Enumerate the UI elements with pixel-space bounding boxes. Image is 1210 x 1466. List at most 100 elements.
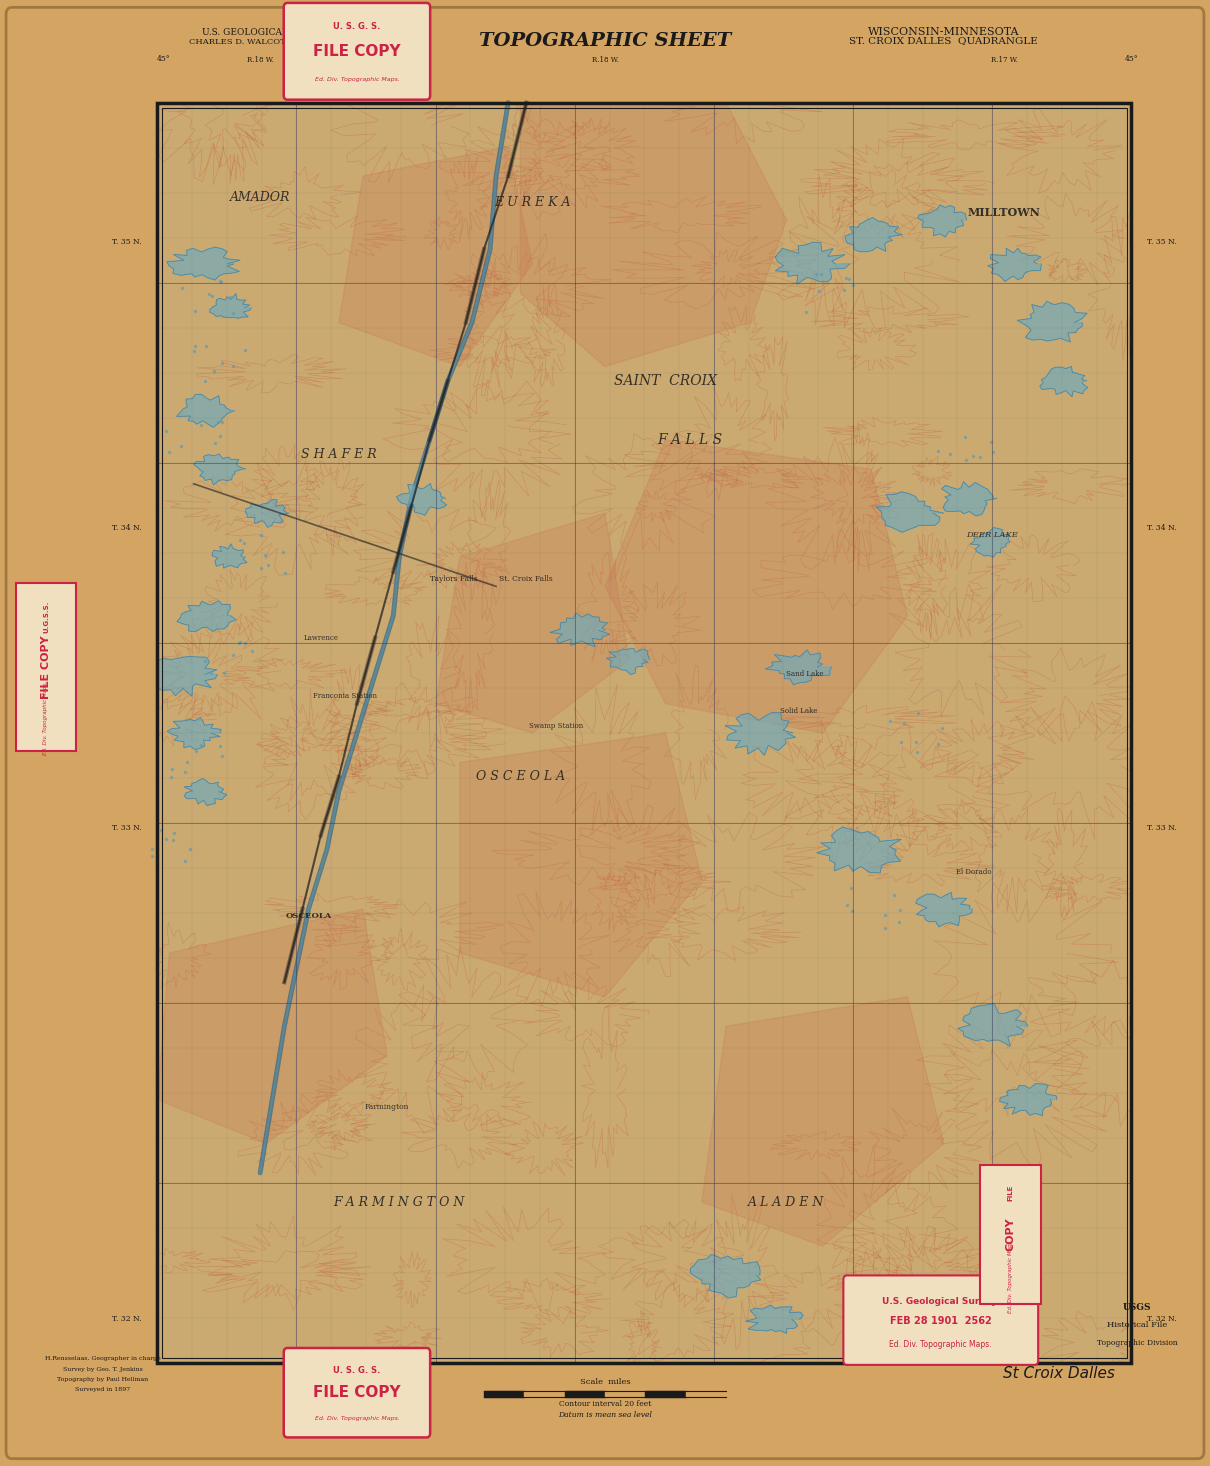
Polygon shape <box>339 147 532 366</box>
Polygon shape <box>551 613 610 647</box>
Text: DEER LAKE: DEER LAKE <box>967 531 1018 539</box>
Text: AMADOR: AMADOR <box>230 192 290 204</box>
Text: MILLTOWN: MILLTOWN <box>968 207 1041 218</box>
Text: USGS: USGS <box>1123 1303 1152 1312</box>
Text: H.Rensselaas, Geographer in charge: H.Rensselaas, Geographer in charge <box>45 1356 161 1362</box>
Text: 45°: 45° <box>1124 54 1139 63</box>
Text: Farmington: Farmington <box>365 1102 409 1111</box>
Text: El Dorado: El Dorado <box>956 868 992 877</box>
Polygon shape <box>246 500 289 528</box>
Polygon shape <box>845 217 903 252</box>
Text: FILE COPY: FILE COPY <box>313 44 401 59</box>
Bar <box>157 103 1131 1363</box>
Text: Topographic Division: Topographic Division <box>1097 1338 1177 1347</box>
Polygon shape <box>1018 302 1087 342</box>
Text: FEB 28 1901  2562: FEB 28 1901 2562 <box>889 1316 992 1325</box>
Text: Solid Lake: Solid Lake <box>780 707 817 715</box>
Text: Topography by Paul Hellman: Topography by Paul Hellman <box>57 1377 149 1382</box>
Text: Surveyed in 1897: Surveyed in 1897 <box>75 1387 131 1393</box>
Text: Ed. Div. Topographic Maps.: Ed. Div. Topographic Maps. <box>1008 1239 1013 1314</box>
Text: U.S. Geological Survey.: U.S. Geological Survey. <box>882 1297 999 1306</box>
Text: T. 33 N.: T. 33 N. <box>113 824 142 833</box>
Text: E U R E K A: E U R E K A <box>494 196 571 208</box>
Polygon shape <box>460 733 702 997</box>
Text: T. 35 N.: T. 35 N. <box>113 237 142 246</box>
Polygon shape <box>177 394 235 427</box>
Polygon shape <box>167 248 240 280</box>
Text: St. Croix Falls: St. Croix Falls <box>500 575 553 583</box>
Text: T. 34 N.: T. 34 N. <box>113 523 142 532</box>
Polygon shape <box>916 893 972 927</box>
Bar <box>162 108 1127 1358</box>
Text: 45°: 45° <box>156 54 171 63</box>
FancyBboxPatch shape <box>843 1275 1038 1365</box>
Text: Ed. Div. Topographic Maps.: Ed. Div. Topographic Maps. <box>889 1340 992 1349</box>
Text: U. S. G. S.: U. S. G. S. <box>333 22 381 31</box>
Text: O S C E O L A: O S C E O L A <box>476 771 565 783</box>
Text: Lawrence: Lawrence <box>304 633 338 642</box>
Text: F A R M I N G T O N: F A R M I N G T O N <box>334 1196 465 1208</box>
Text: Historical File: Historical File <box>1107 1321 1168 1330</box>
Text: U.G.S.S.: U.G.S.S. <box>44 600 48 633</box>
Polygon shape <box>876 491 944 532</box>
Polygon shape <box>605 440 908 733</box>
Text: Contour interval 20 feet: Contour interval 20 feet <box>559 1400 651 1409</box>
Text: Taylors Falls: Taylors Falls <box>430 575 478 583</box>
Text: CHARLES D. WALCOTT, DIRECTOR: CHARLES D. WALCOTT, DIRECTOR <box>189 37 344 45</box>
Polygon shape <box>157 657 218 696</box>
Text: Franconia Station: Franconia Station <box>313 692 376 701</box>
Polygon shape <box>941 482 997 516</box>
Polygon shape <box>817 827 901 872</box>
Text: Survey by Geo. T. Jenkins: Survey by Geo. T. Jenkins <box>63 1366 143 1372</box>
Polygon shape <box>397 484 446 515</box>
Polygon shape <box>918 205 967 237</box>
Text: Datum is mean sea level: Datum is mean sea level <box>558 1410 652 1419</box>
Text: U.S. GEOLOGICAL SURVEY: U.S. GEOLOGICAL SURVEY <box>202 28 330 37</box>
Polygon shape <box>702 997 944 1246</box>
Text: WISCONSIN-MINNESOTA: WISCONSIN-MINNESOTA <box>868 28 1020 37</box>
Polygon shape <box>209 293 252 318</box>
Text: A L A D E N: A L A D E N <box>748 1196 825 1208</box>
Text: FILE COPY: FILE COPY <box>313 1385 401 1400</box>
Text: OSCEOLA: OSCEOLA <box>286 912 332 921</box>
FancyBboxPatch shape <box>6 7 1204 1459</box>
Polygon shape <box>157 909 387 1143</box>
Text: Ed. Div. Topographic Maps.: Ed. Div. Topographic Maps. <box>315 76 399 82</box>
Polygon shape <box>999 1083 1058 1116</box>
Text: Ed. Div. Topographic Maps.: Ed. Div. Topographic Maps. <box>315 1416 399 1421</box>
Text: T. 32 N.: T. 32 N. <box>113 1315 142 1324</box>
Polygon shape <box>852 1277 893 1305</box>
Text: S H A F E R: S H A F E R <box>301 449 376 460</box>
Bar <box>157 103 1131 1363</box>
FancyBboxPatch shape <box>283 1349 431 1437</box>
Text: Sand Lake: Sand Lake <box>786 670 823 679</box>
Bar <box>980 1164 1041 1305</box>
Text: TOPOGRAPHIC SHEET: TOPOGRAPHIC SHEET <box>479 32 731 50</box>
Text: FILE COPY: FILE COPY <box>41 635 51 699</box>
FancyBboxPatch shape <box>283 3 431 100</box>
Text: R.18 W.: R.18 W. <box>592 56 618 65</box>
Polygon shape <box>606 648 650 674</box>
Polygon shape <box>184 778 227 805</box>
Text: Scale  miles: Scale miles <box>580 1378 630 1387</box>
Text: R.17 W.: R.17 W. <box>991 56 1018 65</box>
Text: F A L L S: F A L L S <box>657 432 722 447</box>
Text: R.18 W.: R.18 W. <box>247 56 273 65</box>
Polygon shape <box>745 1305 803 1333</box>
Polygon shape <box>776 242 849 284</box>
Polygon shape <box>1039 366 1088 397</box>
Text: ST. CROIX DALLES  QUADRANGLE: ST. CROIX DALLES QUADRANGLE <box>849 37 1038 45</box>
Polygon shape <box>520 103 786 366</box>
Text: FILE: FILE <box>1008 1185 1013 1201</box>
Text: U. S. G. S.: U. S. G. S. <box>333 1366 381 1375</box>
Text: St Croix Dalles: St Croix Dalles <box>1003 1366 1114 1381</box>
Text: T. 35 N.: T. 35 N. <box>1147 237 1176 246</box>
Polygon shape <box>167 718 221 749</box>
Polygon shape <box>765 649 831 685</box>
Text: Ed. Div. Topographic Maps.: Ed. Div. Topographic Maps. <box>44 680 48 755</box>
Text: T. 34 N.: T. 34 N. <box>1147 523 1176 532</box>
Text: SAINT  CROIX: SAINT CROIX <box>613 374 718 388</box>
Text: T. 33 N.: T. 33 N. <box>1147 824 1176 833</box>
Text: COPY: COPY <box>1006 1218 1015 1250</box>
Polygon shape <box>957 1004 1027 1047</box>
